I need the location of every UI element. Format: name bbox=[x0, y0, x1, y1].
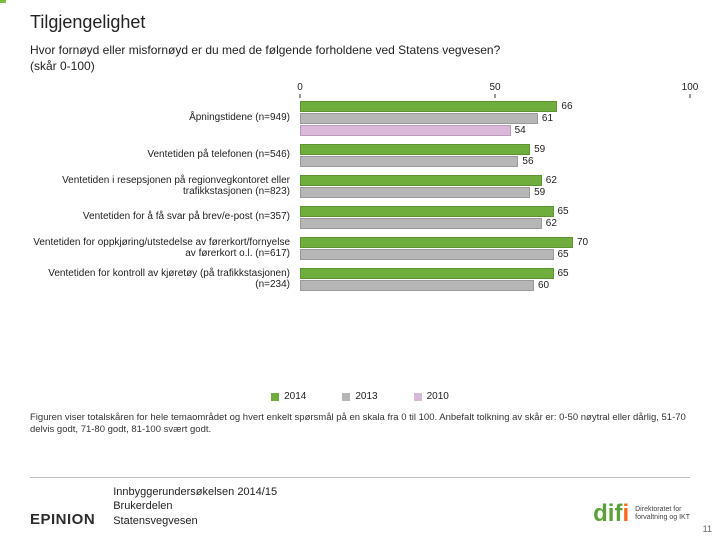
difi-subtext: Direktoratet forforvaltning og IKT bbox=[635, 506, 690, 521]
axis-tick: 100 bbox=[682, 82, 699, 93]
group-label: Åpningstidene (n=949) bbox=[30, 112, 300, 124]
legend-label: 2013 bbox=[355, 391, 377, 402]
page-number: 11 bbox=[703, 524, 712, 534]
footer: EPINION Innbyggerundersøkelsen 2014/15 B… bbox=[30, 485, 690, 528]
legend-item: 2010 bbox=[414, 391, 449, 402]
bar-row: 60 bbox=[300, 279, 690, 291]
bar-row: 65 bbox=[300, 205, 690, 217]
bar bbox=[300, 144, 530, 155]
axis-tick: 0 bbox=[297, 82, 303, 93]
bar-row: 54 bbox=[300, 124, 690, 136]
bar-stack: 5956 bbox=[300, 143, 690, 167]
epinion-logo: EPINION bbox=[30, 511, 95, 528]
axis-tick-mark bbox=[300, 94, 301, 98]
bar bbox=[300, 218, 542, 229]
group-label: Ventetiden i resepsjonen på regionvegkon… bbox=[30, 175, 300, 198]
legend-label: 2010 bbox=[427, 391, 449, 402]
bar bbox=[300, 113, 538, 124]
axis-tick-mark bbox=[690, 94, 691, 98]
legend-swatch bbox=[414, 393, 422, 401]
group-label: Ventetiden for å få svar på brev/e-post … bbox=[30, 211, 300, 223]
bar-row: 70 bbox=[300, 236, 690, 248]
bar-group: Åpningstidene (n=949) 66 61 54 bbox=[30, 100, 690, 136]
bar bbox=[300, 101, 557, 112]
bar-row: 66 bbox=[300, 100, 690, 112]
bar bbox=[300, 206, 554, 217]
bar-value: 66 bbox=[561, 101, 572, 112]
bar bbox=[300, 280, 534, 291]
bar-group: Ventetiden for å få svar på brev/e-post … bbox=[30, 205, 690, 229]
source-block: Innbyggerundersøkelsen 2014/15 Brukerdel… bbox=[113, 485, 277, 528]
bar-row: 65 bbox=[300, 267, 690, 279]
bar-group: Ventetiden for oppkjøring/utstedelse av … bbox=[30, 236, 690, 260]
bar-value: 56 bbox=[522, 156, 533, 167]
legend-item: 2013 bbox=[342, 391, 377, 402]
bar-value: 61 bbox=[542, 113, 553, 124]
bar bbox=[300, 156, 518, 167]
bar-stack: 6562 bbox=[300, 205, 690, 229]
bar-chart: 050100 Åpningstidene (n=949)666154Ventet… bbox=[30, 82, 690, 387]
bar bbox=[300, 237, 573, 248]
group-label: Ventetiden for kontroll av kjøretøy (på … bbox=[30, 268, 300, 291]
bar-value: 65 bbox=[558, 249, 569, 260]
bar-group: Ventetiden i resepsjonen på regionvegkon… bbox=[30, 174, 690, 198]
page-title: Tilgjengelighet bbox=[30, 12, 690, 33]
legend: 2014 2013 2010 bbox=[30, 391, 690, 404]
caption: Figuren viser totalskåren for hele temao… bbox=[30, 412, 690, 436]
bar-row: 61 bbox=[300, 112, 690, 124]
bar-group: Ventetiden på telefonen (n=546)5956 bbox=[30, 143, 690, 167]
subtitle: Hvor fornøyd eller misfornøyd er du med … bbox=[30, 43, 510, 74]
difi-logo: difi Direktoratet forforvaltning og IKT bbox=[593, 500, 690, 528]
bar bbox=[300, 249, 554, 260]
legend-swatch bbox=[271, 393, 279, 401]
bar-row: 59 bbox=[300, 143, 690, 155]
legend-label: 2014 bbox=[284, 391, 306, 402]
bar-row: 56 bbox=[300, 155, 690, 167]
footer-rule bbox=[30, 477, 690, 478]
axis-tick: 50 bbox=[489, 82, 500, 93]
bar bbox=[300, 125, 511, 136]
legend-item: 2014 bbox=[271, 391, 306, 402]
bar-value: 62 bbox=[546, 175, 557, 186]
axis-tick-mark bbox=[495, 94, 496, 98]
bar-stack: 6259 bbox=[300, 174, 690, 198]
source-line: Statensvegvesen bbox=[113, 514, 277, 528]
legend-swatch bbox=[342, 393, 350, 401]
bar-stack: 66 61 54 bbox=[300, 100, 690, 136]
bar-row: 65 bbox=[300, 248, 690, 260]
group-label: Ventetiden på telefonen (n=546) bbox=[30, 149, 300, 161]
bar-stack: 70 65 bbox=[300, 236, 690, 260]
source-line: Brukerdelen bbox=[113, 499, 277, 513]
source-line: Innbyggerundersøkelsen 2014/15 bbox=[113, 485, 277, 499]
bar-value: 59 bbox=[534, 144, 545, 155]
chart-groups: Åpningstidene (n=949) 66 61 54 Ventetiden på… bbox=[30, 100, 690, 298]
bar-value: 60 bbox=[538, 280, 549, 291]
accent-mark bbox=[0, 0, 6, 3]
bar-row: 62 bbox=[300, 217, 690, 229]
bar-value: 70 bbox=[577, 237, 588, 248]
bar bbox=[300, 268, 554, 279]
bar-row: 59 bbox=[300, 186, 690, 198]
bar-stack: 65 60 bbox=[300, 267, 690, 291]
difi-mark: difi bbox=[593, 500, 629, 528]
bar bbox=[300, 187, 530, 198]
bar-value: 65 bbox=[558, 206, 569, 217]
bar-value: 54 bbox=[515, 125, 526, 136]
bar-value: 62 bbox=[546, 218, 557, 229]
bar-group: Ventetiden for kontroll av kjøretøy (på … bbox=[30, 267, 690, 291]
bar-value: 65 bbox=[558, 268, 569, 279]
group-label: Ventetiden for oppkjøring/utstedelse av … bbox=[30, 237, 300, 260]
bar-value: 59 bbox=[534, 187, 545, 198]
bar bbox=[300, 175, 542, 186]
bar-row: 62 bbox=[300, 174, 690, 186]
